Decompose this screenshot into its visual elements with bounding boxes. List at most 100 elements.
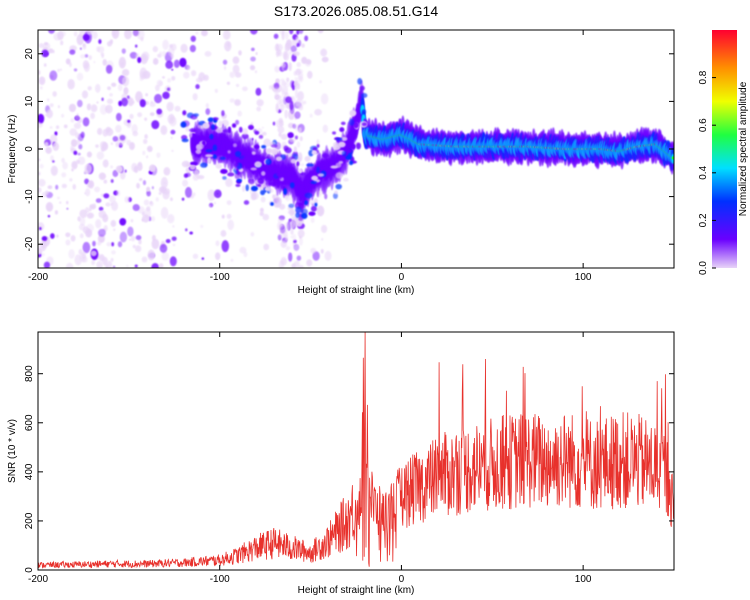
spectrum-blob xyxy=(261,126,264,129)
spectrum-blob xyxy=(115,124,122,133)
spectrum-blob xyxy=(46,109,53,119)
spectrum-blob xyxy=(110,257,114,262)
spectrum-blob xyxy=(55,184,59,190)
ridge-scatter xyxy=(207,117,214,123)
y-tick-label: 800 xyxy=(24,365,35,382)
spectrum-blob xyxy=(111,82,117,87)
ridge-scatter xyxy=(268,188,274,193)
spectrum-blob xyxy=(149,101,156,108)
spectrum-blob xyxy=(98,172,107,181)
ridge-scatter xyxy=(283,187,287,195)
ridge-scatter xyxy=(212,148,218,152)
spectrum-blob xyxy=(320,224,328,234)
spectrum-blob xyxy=(127,119,131,123)
ridge-scatter xyxy=(361,109,367,115)
spectrum-blob xyxy=(115,112,122,122)
spectrum-blob xyxy=(117,241,123,248)
spectrum-blob xyxy=(296,141,301,148)
spectrum-blob xyxy=(273,33,279,39)
spectrum-blob xyxy=(234,72,242,78)
spectrum-blob xyxy=(125,264,129,268)
ridge-scatter xyxy=(205,154,214,158)
spectrum-blob xyxy=(296,255,302,261)
spectrum-blob xyxy=(192,192,196,197)
ridge-scatter xyxy=(246,156,251,162)
spectrum-blob xyxy=(68,103,77,113)
spectrum-blob xyxy=(50,233,55,239)
ridge-scatter xyxy=(316,139,320,145)
ridge-scatter xyxy=(242,128,248,136)
spectrum-blob xyxy=(84,178,90,185)
spectrum-blob xyxy=(109,93,113,97)
ridge-scatter xyxy=(234,150,242,158)
spectrum-blob xyxy=(110,179,114,183)
spectrum-blob xyxy=(139,177,143,182)
spectrum-blob xyxy=(299,136,303,142)
spectrum-blob xyxy=(56,234,59,238)
spectrum-blob xyxy=(237,110,243,117)
spectrum-blob xyxy=(43,261,51,268)
ridge-scatter xyxy=(290,158,297,164)
spectrum-blob xyxy=(276,98,282,105)
spectrum-blob xyxy=(127,226,134,237)
spectrum-blob xyxy=(139,99,146,108)
spectrum-blob xyxy=(52,50,55,54)
spectrum-blob xyxy=(39,240,48,251)
spectrum-blob xyxy=(135,91,143,103)
x-tick-label: -100 xyxy=(210,272,230,283)
spectrum-blob xyxy=(111,242,115,247)
ridge-scatter xyxy=(181,160,190,168)
ridge-scatter xyxy=(250,144,255,148)
ridge-scatter xyxy=(340,121,346,126)
spectrum-blob xyxy=(105,64,113,74)
spectrum-blob xyxy=(180,43,188,53)
spectrum-blob xyxy=(179,57,187,68)
spectrum-blob xyxy=(151,216,156,222)
spectrum-blob xyxy=(160,206,169,219)
ridge-scatter xyxy=(245,184,249,192)
spectrum-blob xyxy=(195,77,203,83)
spectrum-blob xyxy=(66,207,69,210)
spectrum-blob xyxy=(101,97,104,101)
spectrum-blob xyxy=(100,146,105,152)
spectrum-blob xyxy=(80,131,85,139)
ridge-scatter xyxy=(357,78,363,85)
spectrum-blob xyxy=(44,190,49,196)
spectrum-blob xyxy=(221,214,225,219)
spectrum-blob xyxy=(106,98,114,105)
spectrum-blob xyxy=(45,146,52,154)
spectrum-blob xyxy=(82,43,87,50)
spectrum-blob xyxy=(275,103,280,113)
spectrum-blob xyxy=(106,260,113,268)
spectrum-blob xyxy=(97,127,103,136)
ridge-scatter xyxy=(202,122,210,129)
spectrum-blob xyxy=(288,62,292,72)
spectrum-blob xyxy=(67,79,75,90)
spectrum-blob xyxy=(292,233,297,241)
spectrum-blob xyxy=(298,30,304,35)
spectrum-blob xyxy=(295,36,299,43)
chart-title: S173.2026.085.08.51.G14 xyxy=(274,3,438,19)
ridge-scatter xyxy=(324,193,328,200)
ridge-scatter xyxy=(349,160,354,166)
spectrum-blob xyxy=(129,113,134,119)
ridge-scatter xyxy=(311,150,318,155)
x-tick-label: -200 xyxy=(28,574,48,585)
spectrum-blob xyxy=(74,132,80,139)
ridge-scatter xyxy=(221,110,225,117)
ridge-scatter xyxy=(308,211,316,216)
y-tick-label: 400 xyxy=(24,463,35,480)
ridge-scatter xyxy=(295,206,302,214)
spectrum-blob xyxy=(105,202,111,207)
spectrum-blob xyxy=(47,48,54,54)
spectrum-blob xyxy=(107,86,112,91)
spectrum-blob xyxy=(88,55,92,60)
spectrum-blob xyxy=(57,196,60,200)
spectrum-blob xyxy=(232,64,240,74)
ridge-scatter xyxy=(289,182,295,189)
colorbar-tick-label: 0.8 xyxy=(698,70,709,84)
spectrum-blob xyxy=(316,205,325,217)
spectrum-blob xyxy=(38,76,46,86)
spectrum-blob xyxy=(143,199,150,206)
spectrum-blob xyxy=(98,210,107,219)
